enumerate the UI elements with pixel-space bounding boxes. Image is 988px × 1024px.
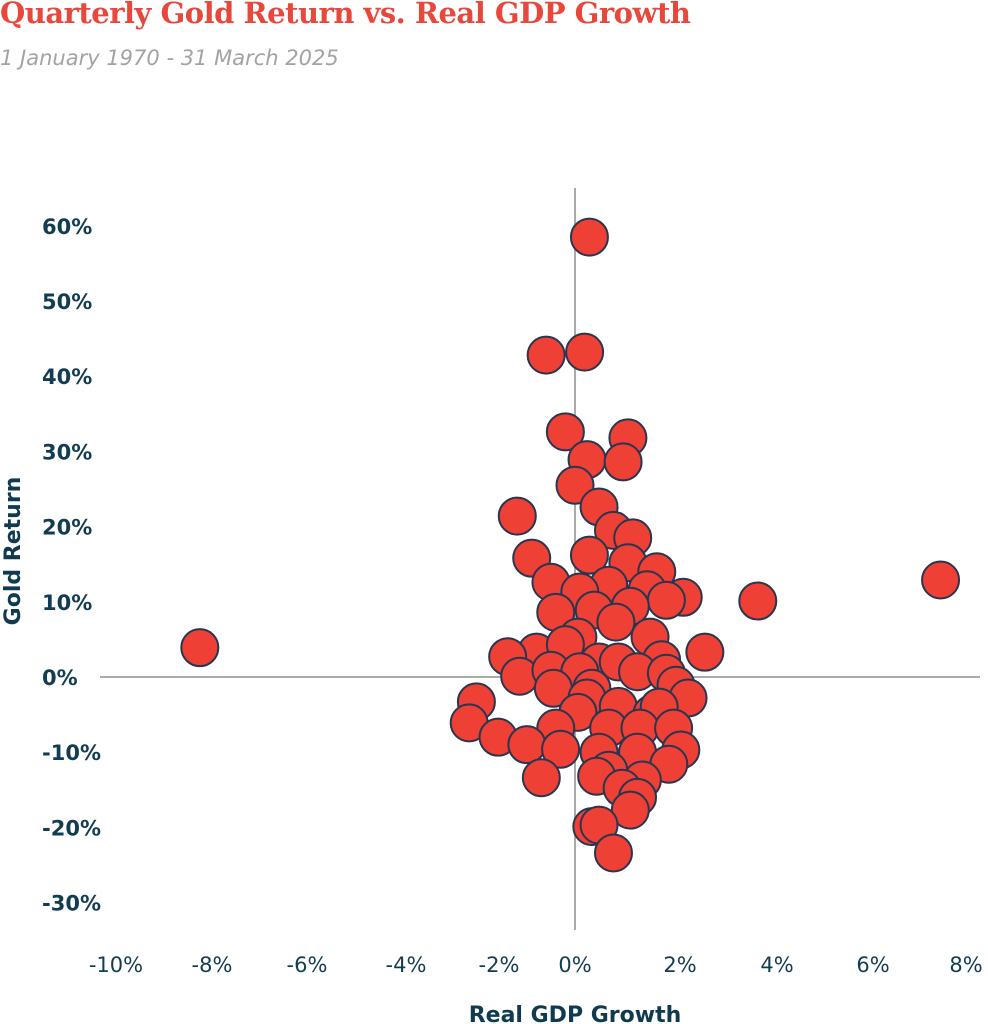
x-tick-label: 8% (949, 953, 982, 977)
x-tick-label: 4% (760, 953, 793, 977)
x-axis-ticks: -10% -8% -6% -4% -2% 0% 2% 4% 6% 8% (89, 953, 983, 977)
x-tick-label: 2% (663, 953, 696, 977)
scatter-point (545, 412, 585, 452)
x-tick-label: -8% (192, 953, 233, 977)
x-tick-label: 6% (856, 953, 889, 977)
scatter-point (541, 729, 581, 769)
scatter-point (646, 580, 686, 620)
y-tick-label: 0% (42, 666, 78, 690)
x-tick-label: -10% (89, 953, 143, 977)
scatter-point (180, 628, 220, 668)
x-tick-label: -6% (287, 953, 328, 977)
scatter-point (565, 332, 605, 372)
y-axis-title: Gold Return (1, 477, 26, 626)
scatter-point (603, 442, 643, 482)
scatter-point (521, 758, 561, 798)
scatter-point (526, 335, 566, 375)
scatter-point (921, 560, 961, 600)
y-tick-label: -30% (42, 892, 101, 916)
scatter-point (507, 725, 547, 765)
scatter-point (569, 535, 609, 575)
scatter-point (593, 833, 633, 873)
scatter-point (569, 217, 609, 257)
x-axis-title: Real GDP Growth (469, 1003, 682, 1024)
x-tick-label: -2% (479, 953, 520, 977)
y-axis-ticks: 60% 50% 40% 30% 20% 10% 0% -10% -20% -30% (42, 215, 101, 916)
chart-subtitle: 1 January 1970 - 31 March 2025 (0, 46, 339, 70)
x-tick-label: 0% (558, 953, 591, 977)
scatter-point (685, 632, 725, 672)
data-points (180, 217, 961, 873)
scatter-point (738, 581, 778, 621)
scatter-point (610, 790, 650, 830)
scatter-point (596, 602, 636, 642)
x-tick-label: -4% (386, 953, 427, 977)
y-tick-label: 60% (42, 215, 92, 239)
y-tick-label: 50% (42, 290, 92, 314)
y-tick-label: 20% (42, 516, 92, 540)
y-tick-label: -20% (42, 816, 101, 840)
chart-title: Quarterly Gold Return vs. Real GDP Growt… (0, 0, 691, 30)
y-tick-label: 40% (42, 365, 92, 389)
y-tick-label: 30% (42, 440, 92, 464)
y-tick-label: -10% (42, 741, 101, 765)
scatter-point (497, 496, 537, 536)
y-tick-label: 10% (42, 591, 92, 615)
